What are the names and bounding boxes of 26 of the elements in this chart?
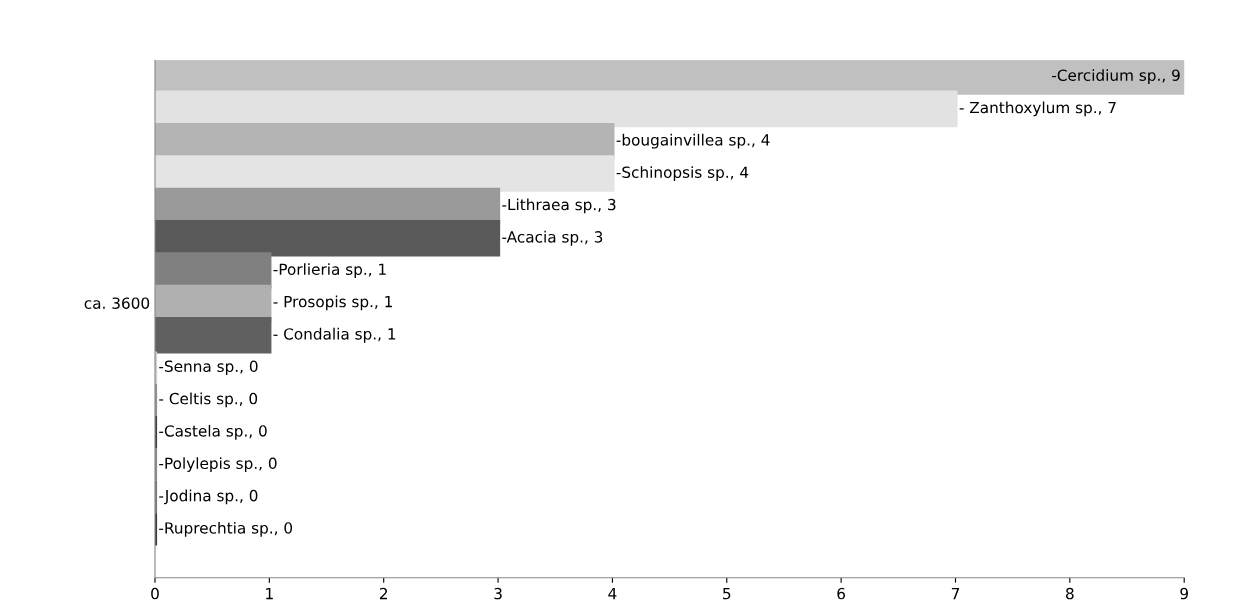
y-tick-label: ca. 3600	[84, 297, 150, 309]
data-label: - Prosopis sp., 1	[273, 295, 392, 311]
x-tick-label: 4	[608, 588, 617, 600]
x-tick-label: 1	[266, 588, 273, 600]
data-label: -Porlieria sp., 1	[273, 263, 386, 278]
x-tick-label: 3	[494, 587, 502, 600]
data-label: -Schinopsis sp., 4	[616, 166, 749, 181]
data-label: -bougainvillea sp., 4	[616, 133, 770, 149]
x-tick-label: 8	[1066, 587, 1074, 600]
data-label: -Cercidium sp., 9	[1052, 69, 1180, 84]
data-label: -Polylepis sp., 0	[159, 457, 277, 473]
x-tick-label: 5	[723, 588, 731, 600]
x-tick-label: 2	[379, 587, 388, 600]
x-tick-label: 6	[837, 587, 846, 600]
x-tick-label: 7	[951, 588, 960, 600]
data-label: -Castela sp., 0	[159, 424, 267, 440]
data-label: - Celtis sp., 0	[159, 392, 258, 408]
data-label: - Zanthoxylum sp., 7	[959, 101, 1116, 117]
x-tick-label: 9	[1180, 587, 1188, 600]
x-tick-label: 0	[151, 587, 159, 600]
data-label: -Lithraea sp., 3	[502, 198, 616, 214]
data-label: -Jodina sp., 0	[159, 489, 258, 505]
data-label: -Ruprechtia sp., 0	[159, 521, 293, 537]
data-label: - Condalia sp., 1	[273, 327, 396, 343]
data-label: -Acacia sp., 3	[502, 230, 603, 246]
data-label: -Senna sp., 0	[159, 360, 258, 375]
